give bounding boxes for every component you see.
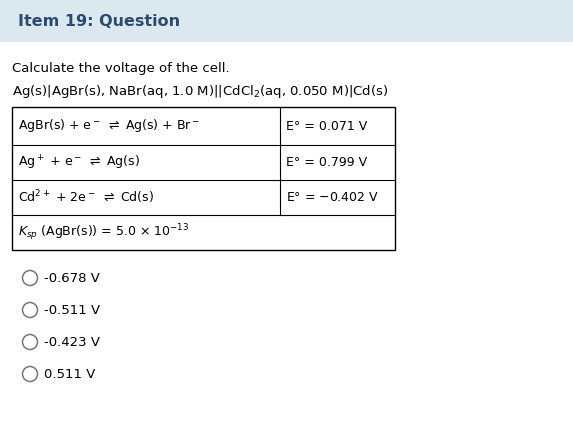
Text: -0.511 V: -0.511 V xyxy=(44,304,100,317)
Bar xyxy=(0,0,573,42)
Text: Item 19: Question: Item 19: Question xyxy=(18,13,180,29)
Text: Ag$^+$ + e$^-$ $\rightleftharpoons$ Ag(s): Ag$^+$ + e$^-$ $\rightleftharpoons$ Ag(s… xyxy=(18,153,140,172)
Bar xyxy=(12,107,395,250)
Circle shape xyxy=(22,335,37,349)
Text: -0.423 V: -0.423 V xyxy=(44,336,100,349)
Text: $K_{sp}$ (AgBr(s)) = 5.0 $\times$ 10$^{-13}$: $K_{sp}$ (AgBr(s)) = 5.0 $\times$ 10$^{-… xyxy=(18,222,189,243)
Text: -0.678 V: -0.678 V xyxy=(44,272,100,285)
Text: E° = 0.071 V: E° = 0.071 V xyxy=(286,120,367,133)
Text: 0.511 V: 0.511 V xyxy=(44,368,95,381)
Text: Calculate the voltage of the cell.: Calculate the voltage of the cell. xyxy=(12,62,230,75)
Circle shape xyxy=(22,271,37,285)
Circle shape xyxy=(22,367,37,381)
Circle shape xyxy=(22,303,37,317)
Text: Cd$^{2+}$ + 2e$^-$ $\rightleftharpoons$ Cd(s): Cd$^{2+}$ + 2e$^-$ $\rightleftharpoons$ … xyxy=(18,189,154,206)
Text: E° = $-$0.402 V: E° = $-$0.402 V xyxy=(286,191,379,204)
Text: AgBr(s) + e$^-$ $\rightleftharpoons$ Ag(s) + Br$^-$: AgBr(s) + e$^-$ $\rightleftharpoons$ Ag(… xyxy=(18,117,200,134)
Text: E° = 0.799 V: E° = 0.799 V xyxy=(286,156,367,169)
Text: Ag(s)|AgBr(s), NaBr(aq, 1.0 M)||CdCl$_2$(aq, 0.050 M)|Cd(s): Ag(s)|AgBr(s), NaBr(aq, 1.0 M)||CdCl$_2$… xyxy=(12,83,388,100)
